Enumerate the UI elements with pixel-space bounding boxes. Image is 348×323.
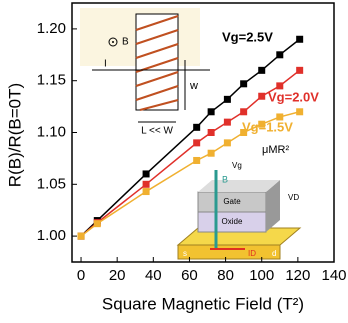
marker [93, 220, 101, 228]
marker [296, 35, 304, 43]
annotation: L << W [141, 126, 173, 137]
marker [223, 118, 231, 126]
hall-bar-inset: B I w L << W [80, 8, 210, 137]
annotation: I [104, 59, 107, 70]
marker [276, 113, 284, 121]
marker [258, 120, 266, 128]
annotation: Oxide [222, 217, 243, 226]
marker [296, 66, 304, 74]
annotation: s [183, 249, 187, 258]
marker [276, 82, 284, 90]
y-tick-label: 1.20 [37, 20, 66, 37]
marker [142, 170, 150, 178]
legend-label: Vg=2.5V [222, 29, 273, 44]
marker [258, 66, 266, 74]
y-tick-label: 1.00 [37, 227, 66, 244]
series-line [80, 111, 300, 237]
y-tick-label: 1.15 [37, 72, 66, 89]
y-tick-label: 1.10 [37, 123, 66, 140]
x-tick-label: 0 [77, 267, 85, 284]
marker [207, 108, 215, 116]
marker [223, 95, 231, 103]
marker [142, 180, 150, 188]
marker [193, 156, 201, 164]
series-line [80, 38, 301, 237]
marker [223, 139, 231, 147]
x-tick-label: 80 [217, 267, 234, 284]
device-inset: Gate Oxide B Vg VD ID s d [176, 161, 302, 260]
marker [77, 232, 85, 240]
annotation: ID [248, 249, 256, 258]
x-tick-label: 60 [181, 267, 198, 284]
marker [240, 129, 248, 136]
annotation: μMR² [262, 144, 289, 156]
marker [240, 80, 248, 88]
x-tick-label: 120 [285, 267, 310, 284]
x-tick-label: 40 [145, 267, 162, 284]
x-tick-label: 140 [321, 267, 346, 284]
annotation: w [189, 80, 198, 92]
annotation: d [272, 249, 276, 258]
x-tick-label: 100 [249, 267, 274, 284]
annotation: Vg [232, 161, 242, 170]
x-tick-label: 20 [109, 267, 126, 284]
marker [258, 92, 266, 100]
annotation: B [222, 174, 228, 184]
annotation: B [122, 37, 129, 48]
x-axis-label: Square Magnetic Field (T²) [102, 294, 304, 313]
y-tick-label: 1.05 [37, 175, 66, 192]
marker [207, 129, 215, 136]
y-axis-label: R(B)/R(B=0T) [5, 83, 24, 187]
marker [276, 51, 284, 59]
annotation: Gate [223, 197, 241, 206]
marker [240, 108, 248, 116]
series-line [80, 69, 301, 237]
marker [207, 149, 215, 157]
legend-label: Vg=2.0V [268, 89, 319, 104]
marker [142, 188, 150, 196]
marker [296, 108, 304, 116]
annotation: VD [288, 193, 299, 202]
marker [193, 139, 201, 147]
legend-label: Vg=1.5V [242, 119, 293, 134]
marker [193, 123, 201, 131]
